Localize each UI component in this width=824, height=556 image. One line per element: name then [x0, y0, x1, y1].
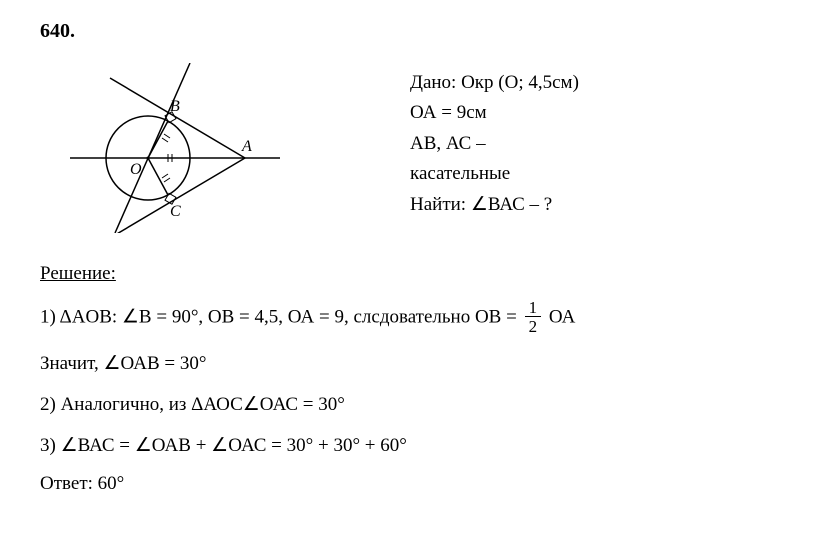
- solution-step-2: 2) Аналогично, из ΔАОС∠ОАС = 30°: [40, 392, 784, 419]
- top-section: B A O C Дано: Окр (О; 4,5см) ОА = 9см АВ…: [40, 53, 784, 233]
- frac-denominator: 2: [525, 317, 542, 337]
- frac-numerator: 1: [525, 299, 542, 317]
- solution-step-1: 1) ΔAOB: ∠В = 90°, ОВ = 4,5, ОА = 9, слс…: [40, 299, 784, 337]
- problem-number: 640.: [40, 20, 784, 43]
- geometry-diagram: B A O C: [70, 63, 290, 233]
- step1-text-a: 1) ΔAOB: ∠В = 90°, ОВ = 4,5, ОА = 9, слс…: [40, 307, 522, 328]
- given-line-2: ОА = 9см: [410, 98, 579, 128]
- answer-line: Ответ: 60°: [40, 473, 784, 495]
- given-line-3: АВ, АС –: [410, 129, 579, 159]
- given-line-1: Дано: Окр (О; 4,5см): [410, 68, 579, 98]
- solution-step-1b: Значит, ∠ОАВ = 30°: [40, 351, 784, 378]
- given-line-4: касательные: [410, 159, 579, 189]
- given-line-5: Найти: ∠ВАС – ?: [410, 190, 579, 220]
- center-label: O: [130, 161, 142, 178]
- given-block: Дано: Окр (О; 4,5см) ОА = 9см АВ, АС – к…: [410, 63, 579, 220]
- solution-heading: Решение:: [40, 263, 784, 285]
- point-b-label: B: [170, 98, 180, 115]
- point-a-label: A: [241, 138, 252, 155]
- step1-text-b: ОА: [549, 307, 576, 328]
- fraction-half: 1 2: [525, 299, 542, 337]
- point-c-label: C: [170, 203, 181, 220]
- solution-step-3: 3) ∠ВАС = ∠ОАВ + ∠ОАС = 30° + 30° + 60°: [40, 433, 784, 460]
